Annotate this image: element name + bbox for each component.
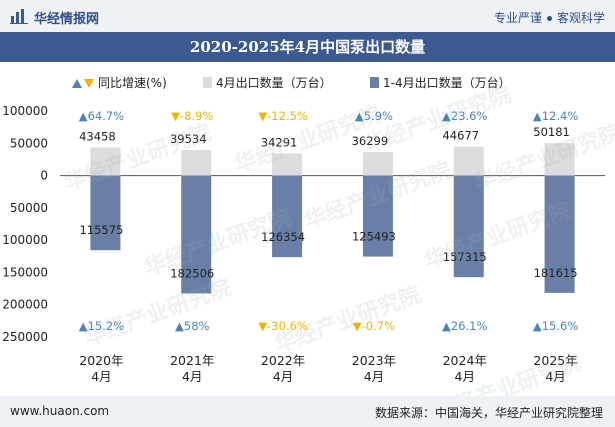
x-tick-label: 2021年 [170,353,214,368]
x-tick-label: 2024年 [443,353,487,368]
bar-cumulative [181,175,212,294]
data-label-cumulative: 181615 [534,266,578,280]
footer-url[interactable]: www.huaon.com [10,404,110,418]
legend-yoy: 同比增速(%) [72,74,167,91]
legend-monthly-swatch [203,77,212,88]
legend-cumulative-label: 1-4月出口数量（万台） [383,76,511,90]
chart-title: 2020-2025年4月中国泵出口数量 [0,32,615,62]
tagline: 专业严谨 客观科学 [494,9,605,26]
y-tick-label: 50000 [10,136,48,150]
data-label-monthly: 50181 [533,125,570,139]
yoy-label-monthly: ▲5.9% [355,109,393,123]
bar-cumulative [362,175,393,257]
legend: 同比增速(%) 4月出口数量（万台） 1-4月出口数量（万台） [0,72,615,92]
footer: www.huaon.com 数据来源：中国海关，华经产业研究院整理 [0,396,615,427]
x-tick-label: 4月 [273,369,293,384]
tagline-dot [546,16,552,21]
y-tick-label: 50000 [10,201,48,215]
bar-cumulative [453,175,484,278]
chart-building-icon [10,9,28,24]
legend-cumulative-swatch [370,77,379,88]
data-label-cumulative: 126354 [261,230,305,244]
triangle-down-icon [84,79,94,88]
yoy-label-cumulative: ▼-30.6% [258,319,308,333]
data-label-monthly: 34291 [261,135,298,149]
bar-cumulative [544,175,575,293]
data-label-cumulative: 125493 [352,230,396,244]
legend-monthly: 4月出口数量（万台） [203,74,332,91]
y-tick-label: 0 [40,169,48,183]
y-tick-label: 200000 [2,298,48,312]
bar-monthly [90,147,121,176]
x-tick-label: 4月 [364,369,384,384]
x-tick-label: 4月 [182,369,202,384]
x-tick-label: 4月 [545,369,565,384]
y-tick-label: 250000 [2,330,48,344]
top-bar: 华经情报网 专业严谨 客观科学 [0,0,615,32]
data-label-cumulative: 182506 [170,266,214,280]
data-label-monthly: 39534 [170,132,207,146]
yoy-label-monthly: ▼-12.5% [258,109,308,123]
y-tick-label: 150000 [2,265,48,279]
chart-plot: 100000 50000 0 50000 100000 150000 200000 25000… [2,104,605,384]
bar-cumulative [90,175,121,251]
legend-yoy-label: 同比增速(%) [98,76,167,90]
yoy-label-monthly: ▲23.6% [442,109,487,123]
yoy-label-monthly: ▼-8.9% [171,109,213,123]
x-tick-label: 2020年 [79,353,123,368]
data-label-monthly: 43458 [79,130,116,144]
footer-source: 数据来源：中国海关，华经产业研究院整理 [374,406,603,420]
legend-monthly-label: 4月出口数量（万台） [216,76,332,90]
data-label-cumulative: 115575 [79,223,123,237]
bar-monthly [272,153,303,176]
yoy-label-monthly: ▲64.7% [79,109,124,123]
yoy-label-monthly: ▲12.4% [533,109,578,123]
bar-monthly [181,150,212,176]
data-label-cumulative: 157315 [443,250,487,264]
x-tick-label: 2023年 [352,353,396,368]
bar-monthly [362,152,393,176]
data-label-monthly: 36299 [352,134,389,148]
x-tick-label: 4月 [455,369,475,384]
yoy-label-cumulative: ▲26.1% [442,319,487,333]
brand-name: 华经情报网 [34,12,100,27]
data-label-monthly: 44677 [442,129,479,143]
bar-cumulative [272,175,303,258]
bar-monthly [544,143,575,176]
legend-cumulative: 1-4月出口数量（万台） [370,74,511,91]
x-tick-label: 2025年 [533,353,577,368]
tagline-left: 专业严谨 [493,11,542,25]
bar-monthly [453,146,484,176]
yoy-label-cumulative: ▲58% [175,319,209,333]
x-tick-label: 2022年 [261,353,305,368]
yoy-label-cumulative: ▼-0.7% [353,319,395,333]
yoy-label-cumulative: ▲15.2% [79,319,124,333]
x-tick-label: 4月 [91,369,111,384]
yoy-label-cumulative: ▲15.6% [533,319,578,333]
y-tick-label: 100000 [2,233,48,247]
y-tick-label: 100000 [2,104,48,118]
triangle-up-icon [72,79,82,88]
tagline-right: 客观科学 [556,11,605,25]
